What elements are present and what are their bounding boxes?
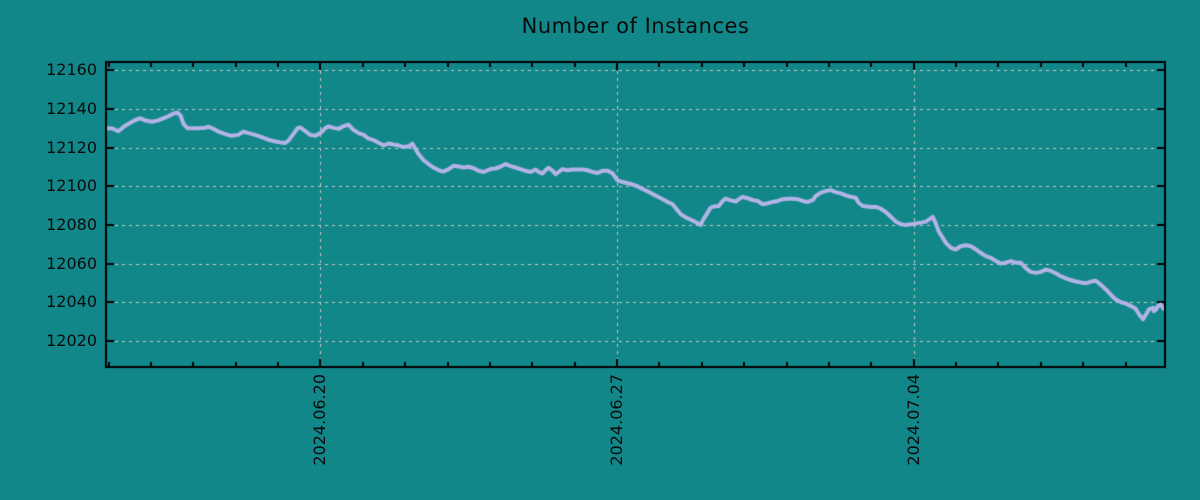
y-tick-label: 12160 [46,60,97,80]
chart-title: Number of Instances [521,14,750,38]
y-tick-label: 12140 [46,98,97,118]
x-tick-label: 2024.06.20 [310,374,330,466]
x-tick-label: 2024.07.04 [903,374,923,466]
y-tick-label: 12040 [46,292,97,312]
y-tick-label: 12080 [46,214,97,234]
y-tick-label: 12060 [46,253,97,273]
y-tick-label: 12020 [46,330,97,350]
y-tick-label: 12100 [46,176,97,196]
x-tick-label: 2024.06.27 [607,374,627,466]
y-tick-label: 12120 [46,137,97,157]
